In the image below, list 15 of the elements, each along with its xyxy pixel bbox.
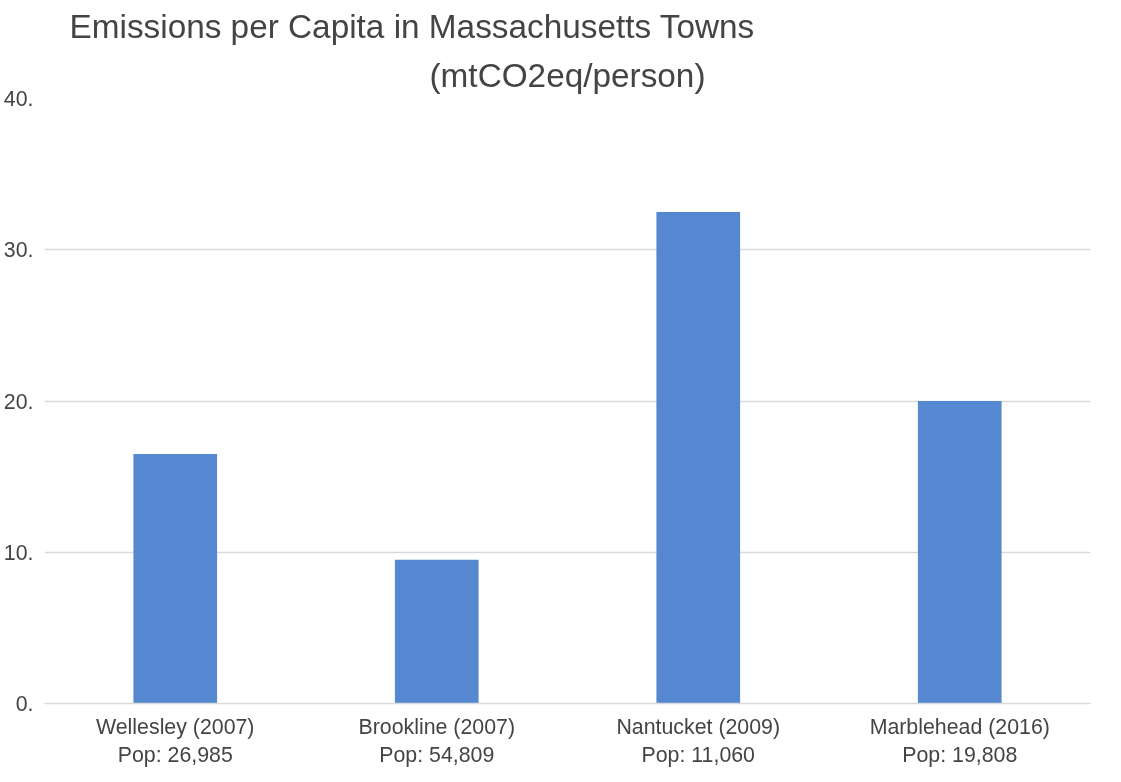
- bar: [133, 453, 218, 704]
- y-tick-label: 40.: [3, 87, 34, 111]
- bar: [394, 559, 479, 704]
- bar: [656, 211, 741, 704]
- y-tick-label: 30.: [3, 238, 34, 263]
- x-tick-label: Marblehead (2016) Pop: 19,808: [869, 714, 1050, 768]
- x-tick-label: Brookline (2007) Pop: 54,809: [358, 714, 515, 768]
- x-tick-label: Wellesley (2007) Pop: 26,985: [96, 714, 255, 768]
- y-tick-label: 20.: [3, 389, 34, 414]
- y-tick-label: 10.: [3, 540, 34, 565]
- chart-subtitle: (mtCO2eq/person): [429, 56, 706, 94]
- x-tick-label: Nantucket (2009) Pop: 11,060: [616, 714, 781, 768]
- bar: [917, 401, 1002, 704]
- y-tick-label: 0.: [15, 692, 34, 716]
- chart-title: Emissions per Capita in Massachusetts Towns: [69, 7, 755, 45]
